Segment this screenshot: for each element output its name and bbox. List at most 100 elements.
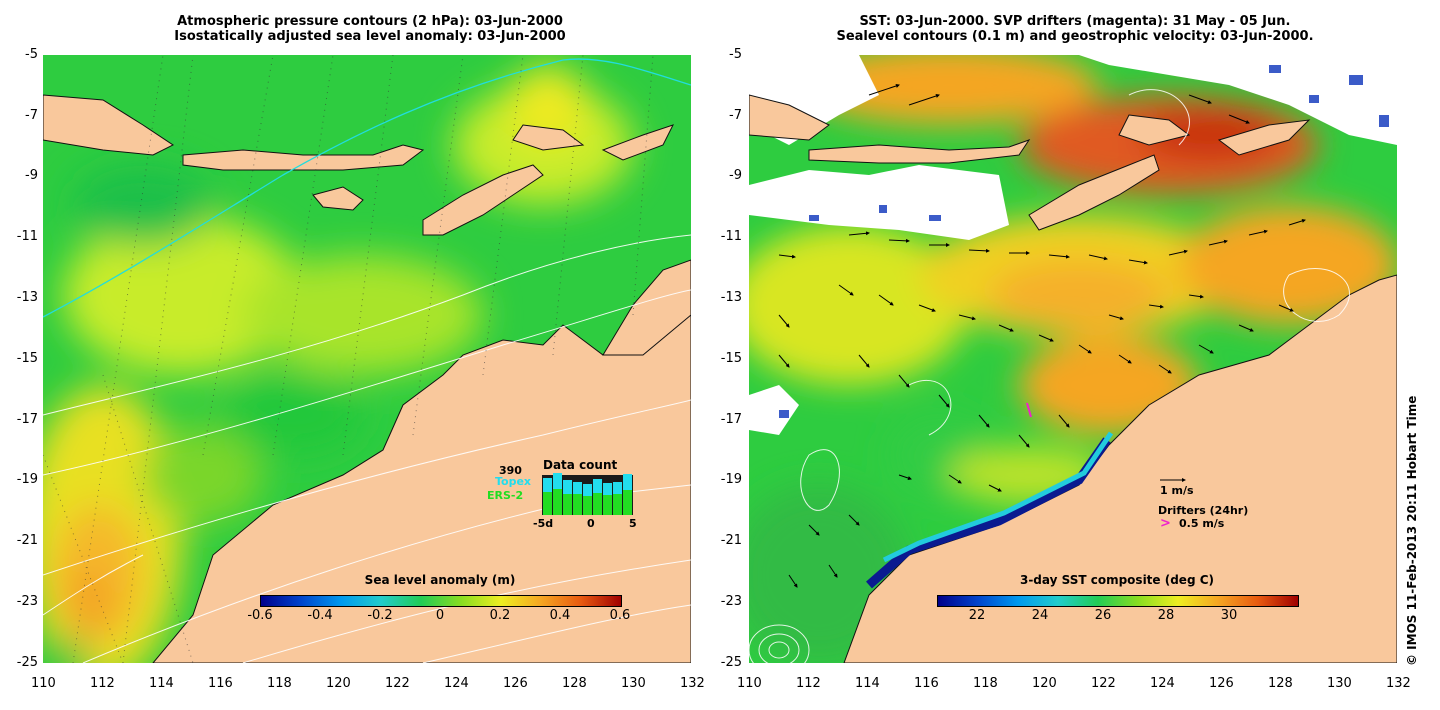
- lat-label: -17: [16, 412, 38, 427]
- right-colorbar-title: 3-day SST composite (deg C): [1019, 573, 1215, 587]
- lat-label: -23: [720, 594, 742, 609]
- lon-label: 130: [1327, 676, 1352, 691]
- right-map-panel: 1 m/s Drifters (24hr) > 0.5 m/s 3-day SS…: [749, 55, 1397, 663]
- lat-label: -9: [729, 168, 742, 183]
- lon-label: 132: [680, 676, 705, 691]
- lon-label: 112: [796, 676, 821, 691]
- lon-label: 116: [914, 676, 939, 691]
- lon-label: 126: [503, 676, 528, 691]
- north-islands-sst: [1118, 114, 1311, 156]
- lon-label: 114: [149, 676, 174, 691]
- data-count-xtick-3: 5: [629, 517, 637, 530]
- right-cbar-tick: 28: [1157, 608, 1175, 623]
- lat-label: -25: [16, 655, 38, 670]
- left-cbar-tick: -0.4: [307, 608, 333, 623]
- right-colorbar: [937, 595, 1299, 607]
- left-cbar-tick: -0.6: [247, 608, 273, 623]
- left-colorbar-ticks: -0.6 -0.4 -0.2 0 0.2 0.4 0.6: [247, 608, 630, 626]
- lat-label: -11: [16, 229, 38, 244]
- lon-label: 128: [1268, 676, 1293, 691]
- right-colorbar-ticks: 22 24 26 28 30: [937, 608, 1297, 626]
- left-cbar-tick: -0.2: [367, 608, 393, 623]
- lat-label: -15: [16, 351, 38, 366]
- lon-label: 126: [1209, 676, 1234, 691]
- pressure-contours: [43, 234, 691, 663]
- lesser-sunda-sst: [808, 139, 1031, 164]
- data-count-number: 390: [499, 464, 522, 477]
- left-cbar-tick: 0.2: [489, 608, 511, 623]
- left-title-line2: Isostatically adjusted sea level anomaly…: [174, 29, 566, 44]
- right-cbar-tick: 30: [1220, 608, 1238, 623]
- lon-label: 120: [1032, 676, 1057, 691]
- java-island: [43, 94, 174, 156]
- lon-label: 122: [1091, 676, 1116, 691]
- lat-label: -5: [25, 47, 38, 62]
- drifter-scale-symbol: >: [1160, 516, 1171, 531]
- lon-label: 112: [90, 676, 115, 691]
- lat-label: -13: [720, 290, 742, 305]
- right-cbar-tick: 24: [1031, 608, 1049, 623]
- lon-label: 114: [855, 676, 880, 691]
- drifter-scale-label: 0.5 m/s: [1179, 517, 1225, 530]
- lon-label: 118: [267, 676, 292, 691]
- right-title: SST: 03-Jun-2000. SVP drifters (magenta)…: [745, 14, 1405, 44]
- left-cbar-tick: 0.6: [609, 608, 631, 623]
- lon-label: 132: [1386, 676, 1411, 691]
- north-islands: [512, 124, 674, 161]
- cloud-edge-noise: [779, 65, 1389, 418]
- lat-label: -11: [720, 229, 742, 244]
- lat-label: -13: [16, 290, 38, 305]
- left-cbar-tick: 0: [435, 608, 445, 623]
- lon-label: 110: [31, 676, 56, 691]
- arnhem-coast: [602, 259, 691, 356]
- lat-label: -17: [720, 412, 742, 427]
- lon-label: 116: [208, 676, 233, 691]
- lon-label: 120: [326, 676, 351, 691]
- lat-label: -15: [720, 351, 742, 366]
- sumba-island: [312, 186, 364, 211]
- lon-label: 130: [621, 676, 646, 691]
- drifter-track: [1026, 402, 1032, 418]
- lat-label: -9: [25, 168, 38, 183]
- left-title-line1: Atmospheric pressure contours (2 hPa): 0…: [177, 14, 563, 29]
- left-title: Atmospheric pressure contours (2 hPa): 0…: [40, 14, 700, 44]
- lat-label: -25: [720, 655, 742, 670]
- lon-label: 122: [385, 676, 410, 691]
- sealevel-contours: [749, 89, 1350, 663]
- left-colorbar: [260, 595, 622, 607]
- left-map-svg: [43, 55, 691, 663]
- right-title-line1: SST: 03-Jun-2000. SVP drifters (magenta)…: [859, 14, 1291, 29]
- lat-label: -21: [16, 533, 38, 548]
- lat-label: -21: [720, 533, 742, 548]
- velocity-scale-label: 1 m/s: [1160, 484, 1194, 497]
- lon-label: 118: [973, 676, 998, 691]
- copyright-notice: © IMOS 11-Feb-2013 20:11 Hobart Time: [1405, 395, 1419, 666]
- lon-label: 128: [562, 676, 587, 691]
- coastal-cyan-band: [882, 431, 1114, 563]
- lon-label: 110: [737, 676, 762, 691]
- data-count-xtick-2: 0: [587, 517, 595, 530]
- lat-label: -5: [729, 47, 742, 62]
- timor-island-sst: [1028, 154, 1160, 231]
- lat-label: -7: [729, 108, 742, 123]
- velocity-vectors: [778, 84, 1306, 588]
- right-cbar-tick: 26: [1094, 608, 1112, 623]
- topex-label: Topex: [495, 475, 532, 488]
- left-colorbar-title: Sea level anomaly (m): [364, 573, 516, 587]
- sumbawa-flores-islands: [182, 144, 425, 171]
- satellite-tracks: [43, 55, 654, 663]
- data-count-title: Data count: [543, 458, 618, 472]
- lat-label: -23: [16, 594, 38, 609]
- ers-label: ERS-2: [487, 489, 524, 502]
- data-count-inset: [542, 473, 633, 515]
- timor-island: [422, 164, 544, 236]
- lon-label: 124: [1150, 676, 1175, 691]
- lon-label: 124: [444, 676, 469, 691]
- sea-level-field: [43, 65, 633, 663]
- data-count-bars: [543, 473, 632, 515]
- drifters-label: Drifters (24hr): [1158, 504, 1249, 517]
- left-cbar-tick: 0.4: [549, 608, 571, 623]
- right-map-svg: [749, 55, 1397, 663]
- right-title-line2: Sealevel contours (0.1 m) and geostrophi…: [836, 29, 1314, 44]
- lat-label: -19: [720, 472, 742, 487]
